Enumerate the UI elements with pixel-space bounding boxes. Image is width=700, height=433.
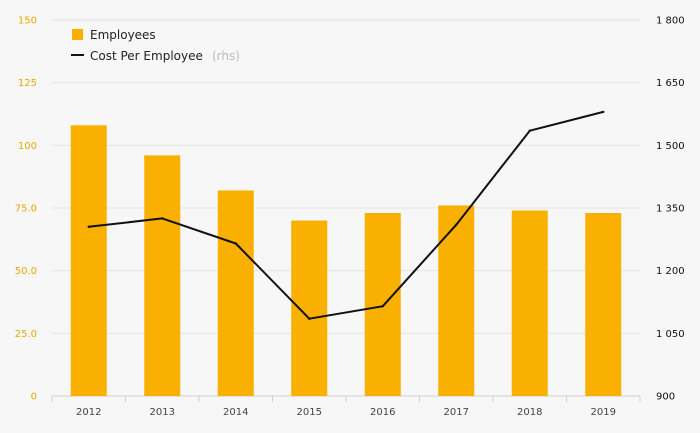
x-axis-category-label: 2017 <box>444 407 469 418</box>
legend: Employees Cost Per Employee (rhs) <box>71 28 240 64</box>
point-cost-per-employee <box>602 110 605 114</box>
point-cost-per-employee <box>455 223 458 226</box>
point-cost-per-employee <box>381 304 384 308</box>
point-cost-per-employee <box>308 317 311 320</box>
legend-swatch-employees <box>72 29 83 40</box>
x-axis-category-label: 2013 <box>150 407 175 418</box>
left-axis-tick-label: 25.0 <box>15 329 37 340</box>
legend-label-employees: Employees <box>90 28 156 42</box>
legend-label-cost-per-employee: Cost Per Employee (rhs) <box>90 45 240 64</box>
right-axis-tick-label: 1 500 <box>656 141 685 152</box>
bar-employees <box>144 155 181 396</box>
bar-employees <box>438 205 475 396</box>
x-axis-category-label: 2018 <box>517 407 542 418</box>
left-axis-tick-label: 100 <box>18 141 37 152</box>
x-axis-category-label: 2019 <box>591 407 616 418</box>
employees-bars <box>70 125 622 396</box>
x-axis-category-label: 2015 <box>297 407 322 418</box>
x-axis-category-label: 2014 <box>223 407 248 418</box>
axes: 0 25.0 50.0 75.0 100 125 150 900 1 050 1 200 1 350… <box>15 16 685 419</box>
gridlines <box>52 19 640 397</box>
left-axis-tick-label: 75.0 <box>15 204 37 215</box>
right-axis-tick-label: 1 350 <box>656 204 685 215</box>
x-axis-category-label: 2012 <box>76 407 101 418</box>
bar-employees <box>364 213 401 396</box>
left-axis-tick-label: 50.0 <box>15 266 37 277</box>
right-axis-tick-label: 900 <box>656 392 675 403</box>
bar-employees <box>511 210 548 396</box>
left-axis-tick-label: 0 <box>31 392 37 403</box>
bar-employees <box>585 213 622 396</box>
point-cost-per-employee <box>528 129 531 132</box>
point-cost-per-employee <box>161 217 164 220</box>
cost-per-employee-line-group <box>87 110 605 320</box>
right-axis-tick-label: 1 650 <box>656 78 685 89</box>
bar-employees <box>70 125 107 396</box>
bar-employees <box>291 220 328 396</box>
point-cost-per-employee <box>234 242 237 245</box>
right-axis-tick-label: 1 050 <box>656 329 685 340</box>
left-axis-tick-label: 125 <box>18 78 37 89</box>
right-axis-tick-label: 1 800 <box>656 16 685 27</box>
x-axis-category-label: 2016 <box>370 407 395 418</box>
bar-employees <box>217 190 254 396</box>
line-cost-per-employee <box>88 110 604 320</box>
point-cost-per-employee <box>87 225 90 228</box>
left-axis-tick-label: 150 <box>18 16 37 27</box>
right-axis-tick-label: 1 200 <box>656 266 685 277</box>
